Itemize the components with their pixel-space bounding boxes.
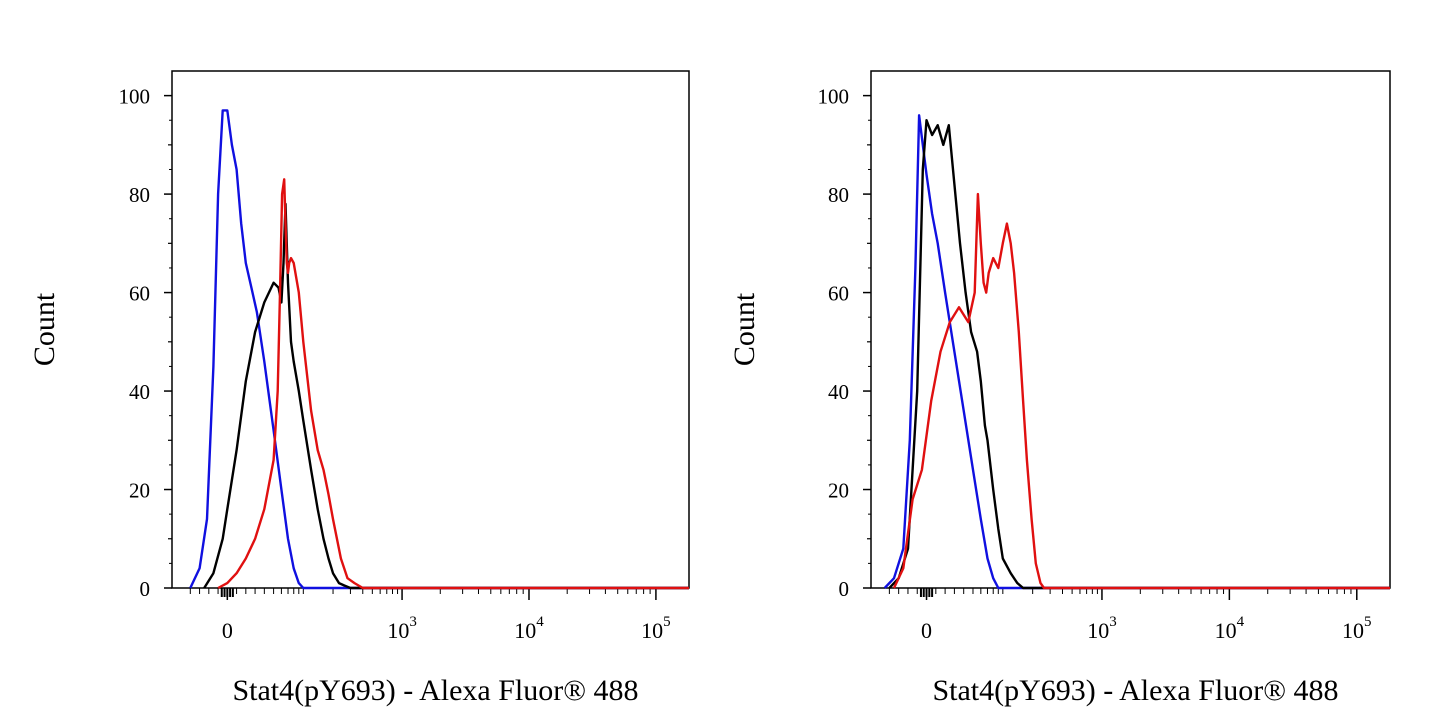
y-axis-label: Count — [28, 292, 61, 366]
series-line-0 — [883, 114, 1390, 590]
y-tick-label: 80 — [828, 183, 849, 207]
y-tick-label: 40 — [828, 380, 849, 404]
y-tick-label: 100 — [818, 85, 850, 109]
x-tick-label: 104 — [514, 614, 544, 643]
y-tick-label: 80 — [129, 183, 150, 207]
x-tick-label: 105 — [1342, 614, 1372, 643]
y-tick-label: 0 — [839, 577, 850, 601]
plot-frame — [171, 70, 690, 589]
series-line-1 — [203, 202, 689, 590]
series-line-2 — [217, 178, 689, 590]
plot-frame — [870, 70, 1391, 589]
x-tick-label: 103 — [1087, 614, 1117, 643]
y-tick-label: 0 — [140, 577, 151, 601]
x-axis-label: Stat4(pY693) - Alexa Fluor® 488 — [932, 674, 1338, 707]
y-tick-label: 60 — [828, 282, 849, 306]
series-line-0 — [189, 109, 689, 590]
histogram-panel-right: 0 20 40 60 80 100 0 103 104 105 Stat4(pY693) - Ale… — [728, 70, 1391, 707]
x-tick-label: 105 — [641, 614, 671, 643]
x-tick-label: 103 — [387, 614, 417, 643]
x-tick-label: 0 — [222, 618, 233, 643]
series-line-2 — [892, 192, 1390, 590]
y-axis-label: Count — [728, 292, 761, 366]
y-tick-label: 40 — [129, 380, 150, 404]
x-axis-label: Stat4(pY693) - Alexa Fluor® 488 — [232, 674, 638, 707]
series-line-1 — [888, 118, 1390, 590]
y-tick-label: 60 — [129, 282, 150, 306]
y-tick-label: 20 — [828, 479, 849, 503]
y-tick-label: 20 — [129, 479, 150, 503]
x-tick-label: 104 — [1215, 614, 1245, 643]
y-tick-label: 100 — [119, 85, 151, 109]
histogram-panel-left: 0 20 40 60 80 100 0 103 104 105 Stat4(pY693) - Ale… — [28, 70, 690, 707]
x-tick-label: 0 — [921, 618, 932, 643]
